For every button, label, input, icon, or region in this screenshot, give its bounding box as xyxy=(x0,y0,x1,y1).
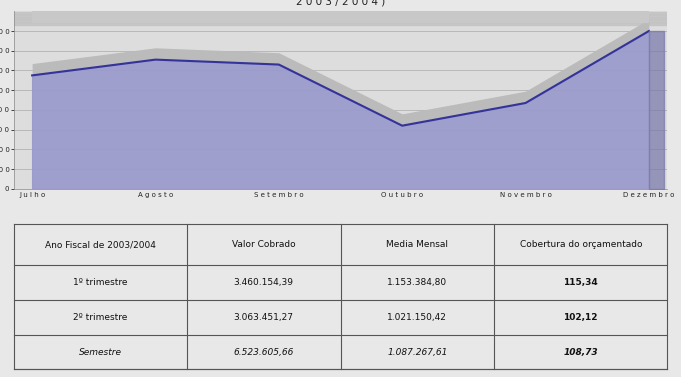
Bar xyxy=(14,15,667,17)
Text: 3.460.154,39: 3.460.154,39 xyxy=(234,278,294,287)
Text: 3.063.451,27: 3.063.451,27 xyxy=(234,313,294,322)
Text: 1.021.150,42: 1.021.150,42 xyxy=(387,313,447,322)
Text: 6.523.605,66: 6.523.605,66 xyxy=(234,348,294,357)
Bar xyxy=(14,17,667,19)
Text: 115,34: 115,34 xyxy=(563,278,598,287)
Text: Semestre: Semestre xyxy=(79,348,122,357)
Title: E v o l u ç ã o   d a   R e c e i t a   ( 1 º   s e m e s t r e   d e
2 0 0 3 / : E v o l u ç ã o d a R e c e i t a ( 1 º … xyxy=(189,0,492,6)
Text: Cobertura do orçamentado: Cobertura do orçamentado xyxy=(520,240,642,249)
Text: 2º trimestre: 2º trimestre xyxy=(73,313,127,322)
Text: Ano Fiscal de 2003/2004: Ano Fiscal de 2003/2004 xyxy=(45,240,156,249)
Text: 102,12: 102,12 xyxy=(563,313,598,322)
Text: 1.153.384,80: 1.153.384,80 xyxy=(387,278,447,287)
Text: 1.087.267,61: 1.087.267,61 xyxy=(387,348,447,357)
Text: Valor Cobrado: Valor Cobrado xyxy=(232,240,296,249)
Bar xyxy=(14,12,667,14)
Bar xyxy=(14,20,667,22)
Text: 108,73: 108,73 xyxy=(563,348,598,357)
Text: Media Mensal: Media Mensal xyxy=(386,240,448,249)
Text: 1º trimestre: 1º trimestre xyxy=(73,278,127,287)
Bar xyxy=(14,23,667,25)
